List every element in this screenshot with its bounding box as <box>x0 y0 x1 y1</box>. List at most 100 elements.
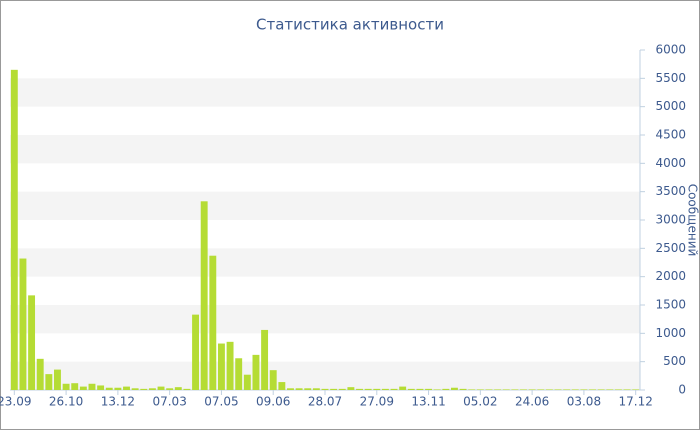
x-tick-label: 26.10 <box>49 395 83 409</box>
bar <box>606 389 614 390</box>
bar <box>563 389 571 390</box>
bar <box>217 343 225 390</box>
y-tick-label: 3000 <box>655 213 686 227</box>
bar <box>97 385 105 390</box>
bar <box>261 329 269 390</box>
bar <box>399 386 407 390</box>
x-tick-label: 23.09 <box>0 395 31 409</box>
x-tick-label: 13.12 <box>101 395 135 409</box>
bar <box>589 389 596 390</box>
bar <box>416 388 424 390</box>
bar <box>580 389 588 390</box>
grid-stripe <box>10 135 640 164</box>
bar <box>278 382 286 390</box>
bar <box>235 358 243 390</box>
bar <box>79 386 87 390</box>
bar <box>511 389 519 390</box>
bar <box>174 387 182 390</box>
bar <box>485 389 493 390</box>
bar <box>192 314 199 390</box>
bar <box>19 258 27 390</box>
x-tick-label: 03.08 <box>567 395 601 409</box>
bar <box>209 255 217 390</box>
grid-stripe <box>10 305 640 334</box>
bar <box>148 388 156 390</box>
grid-stripe <box>10 248 640 277</box>
bar <box>226 341 234 390</box>
bar <box>157 386 165 390</box>
bar <box>114 387 122 390</box>
bar <box>451 387 458 390</box>
x-tick-label: 24.06 <box>515 395 549 409</box>
bar <box>243 374 251 390</box>
stripes <box>10 78 640 390</box>
bar <box>554 389 562 390</box>
y-tick-label: 2000 <box>655 269 686 283</box>
y-tick-label: 2500 <box>655 241 686 255</box>
bar <box>304 388 312 390</box>
bar <box>442 388 450 390</box>
y-tick-label: 500 <box>663 354 686 368</box>
bar <box>502 389 510 390</box>
bar <box>10 69 18 390</box>
bar <box>28 295 36 390</box>
grid-stripe <box>10 361 640 390</box>
bar <box>321 388 329 390</box>
bar <box>425 388 433 390</box>
y-tick-label: 0 <box>678 383 686 397</box>
x-tick-label: 13.11 <box>411 395 445 409</box>
y-tick-label: 1000 <box>655 326 686 340</box>
bar <box>62 383 70 390</box>
x-tick-label: 28.07 <box>308 395 342 409</box>
bar <box>381 388 389 390</box>
bar <box>183 388 191 390</box>
y-tick-label: 5500 <box>655 71 686 85</box>
bar <box>373 388 381 390</box>
y-tick-label: 5000 <box>655 99 686 113</box>
bar <box>166 388 174 390</box>
bar <box>494 389 502 390</box>
bar <box>140 388 148 390</box>
bar <box>390 388 398 390</box>
chart-title: Статистика активности <box>256 16 444 34</box>
bar <box>433 389 441 390</box>
bar <box>71 383 79 390</box>
bar <box>105 387 113 390</box>
bar <box>287 388 294 390</box>
bar <box>571 389 579 390</box>
y-axis-title: Сообщений <box>686 184 700 257</box>
grid-stripe <box>10 191 640 220</box>
x-tick-label: 05.02 <box>463 395 497 409</box>
bar <box>295 388 303 390</box>
y-tick-label: 6000 <box>655 43 686 57</box>
bar <box>632 389 640 390</box>
bar <box>312 388 320 390</box>
bar <box>269 370 277 390</box>
bar <box>597 389 605 390</box>
bar <box>88 383 96 390</box>
y-tick-label: 4000 <box>655 156 686 170</box>
x-tick-label: 17.12 <box>619 395 653 409</box>
x-tick-label: 27.09 <box>360 395 394 409</box>
bar <box>338 388 346 390</box>
bar <box>123 386 130 390</box>
y-tick-label: 4500 <box>655 128 686 142</box>
bar <box>347 387 355 390</box>
bar <box>54 369 61 390</box>
bar <box>468 389 476 390</box>
y-tick-label: 3500 <box>655 184 686 198</box>
bar <box>36 358 44 390</box>
bar <box>623 389 631 390</box>
grid-stripe <box>10 78 640 107</box>
bar <box>545 389 553 390</box>
x-tick-label: 07.05 <box>204 395 238 409</box>
bar <box>537 389 545 390</box>
bar <box>45 374 53 390</box>
bar <box>407 388 415 390</box>
x-tick-label: 09.06 <box>256 395 290 409</box>
y-tick-label: 1500 <box>655 298 686 312</box>
bar <box>252 354 260 390</box>
bar <box>200 201 208 390</box>
